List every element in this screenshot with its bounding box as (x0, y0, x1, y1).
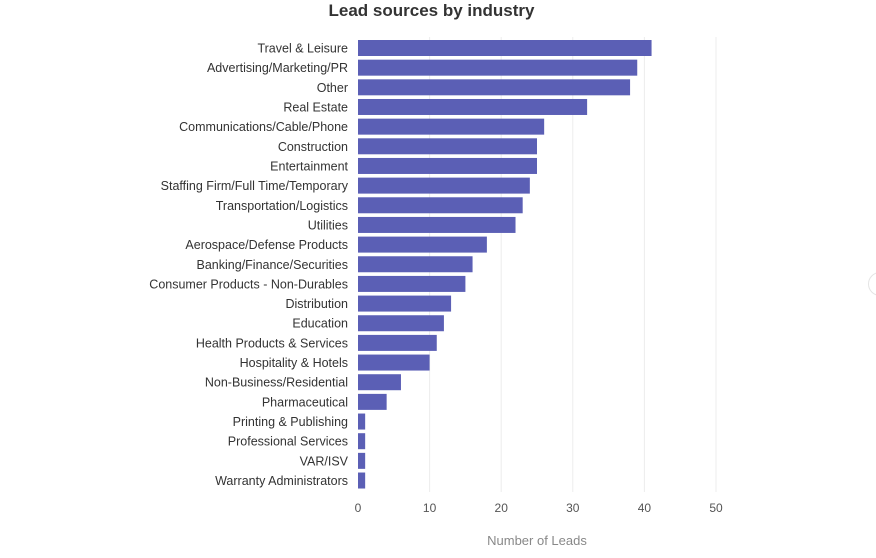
category-label-5: Construction (278, 140, 348, 154)
bar-12[interactable] (358, 275, 466, 292)
category-label-11: Banking/Finance/Securities (197, 258, 348, 272)
category-label-17: Non-Business/Residential (205, 376, 348, 390)
category-label-8: Transportation/Logistics (216, 199, 348, 213)
x-tick-label-40: 40 (638, 501, 652, 515)
category-label-21: VAR/ISV (300, 454, 349, 468)
bar-21[interactable] (358, 452, 366, 469)
category-label-14: Education (292, 317, 348, 331)
bar-8[interactable] (358, 197, 523, 214)
bar-20[interactable] (358, 433, 366, 450)
category-label-0: Travel & Leisure (257, 42, 348, 56)
category-label-2: Other (317, 81, 348, 95)
bar-13[interactable] (358, 295, 452, 312)
category-label-18: Pharmaceutical (262, 395, 348, 409)
category-label-13: Distribution (285, 297, 348, 311)
category-label-9: Utilities (308, 218, 348, 232)
category-label-19: Printing & Publishing (233, 415, 348, 429)
category-label-3: Real Estate (283, 100, 348, 114)
chart-title: Lead sources by industry (328, 1, 535, 20)
category-label-15: Health Products & Services (196, 336, 348, 350)
category-label-22: Warranty Administrators (215, 474, 348, 488)
bar-16[interactable] (358, 354, 430, 371)
bar-14[interactable] (358, 315, 444, 332)
x-tick-label-50: 50 (709, 501, 723, 515)
bar-5[interactable] (358, 138, 537, 155)
bar-17[interactable] (358, 374, 401, 391)
category-label-1: Advertising/Marketing/PR (207, 61, 348, 75)
x-tick-label-10: 10 (423, 501, 437, 515)
category-label-16: Hospitality & Hotels (240, 356, 348, 370)
category-label-7: Staffing Firm/Full Time/Temporary (161, 179, 349, 193)
x-axis-title: Number of Leads (487, 533, 587, 548)
bar-7[interactable] (358, 177, 530, 194)
bar-22[interactable] (358, 472, 366, 489)
x-tick-label-30: 30 (566, 501, 580, 515)
x-tick-label-0: 0 (355, 501, 362, 515)
bar-4[interactable] (358, 118, 545, 135)
bar-9[interactable] (358, 216, 516, 233)
bar-10[interactable] (358, 236, 487, 253)
category-label-20: Professional Services (228, 435, 348, 449)
bar-11[interactable] (358, 256, 473, 273)
bar-6[interactable] (358, 157, 537, 174)
bar-19[interactable] (358, 413, 366, 430)
bar-15[interactable] (358, 334, 437, 351)
category-label-6: Entertainment (270, 159, 348, 173)
category-label-4: Communications/Cable/Phone (179, 120, 348, 134)
bar-18[interactable] (358, 393, 387, 410)
bar-3[interactable] (358, 98, 588, 115)
x-tick-label-20: 20 (495, 501, 509, 515)
category-label-12: Consumer Products - Non-Durables (149, 277, 348, 291)
bar-1[interactable] (358, 59, 638, 76)
bar-0[interactable] (358, 40, 652, 56)
bar-2[interactable] (358, 79, 631, 96)
category-label-10: Aerospace/Defense Products (185, 238, 348, 252)
